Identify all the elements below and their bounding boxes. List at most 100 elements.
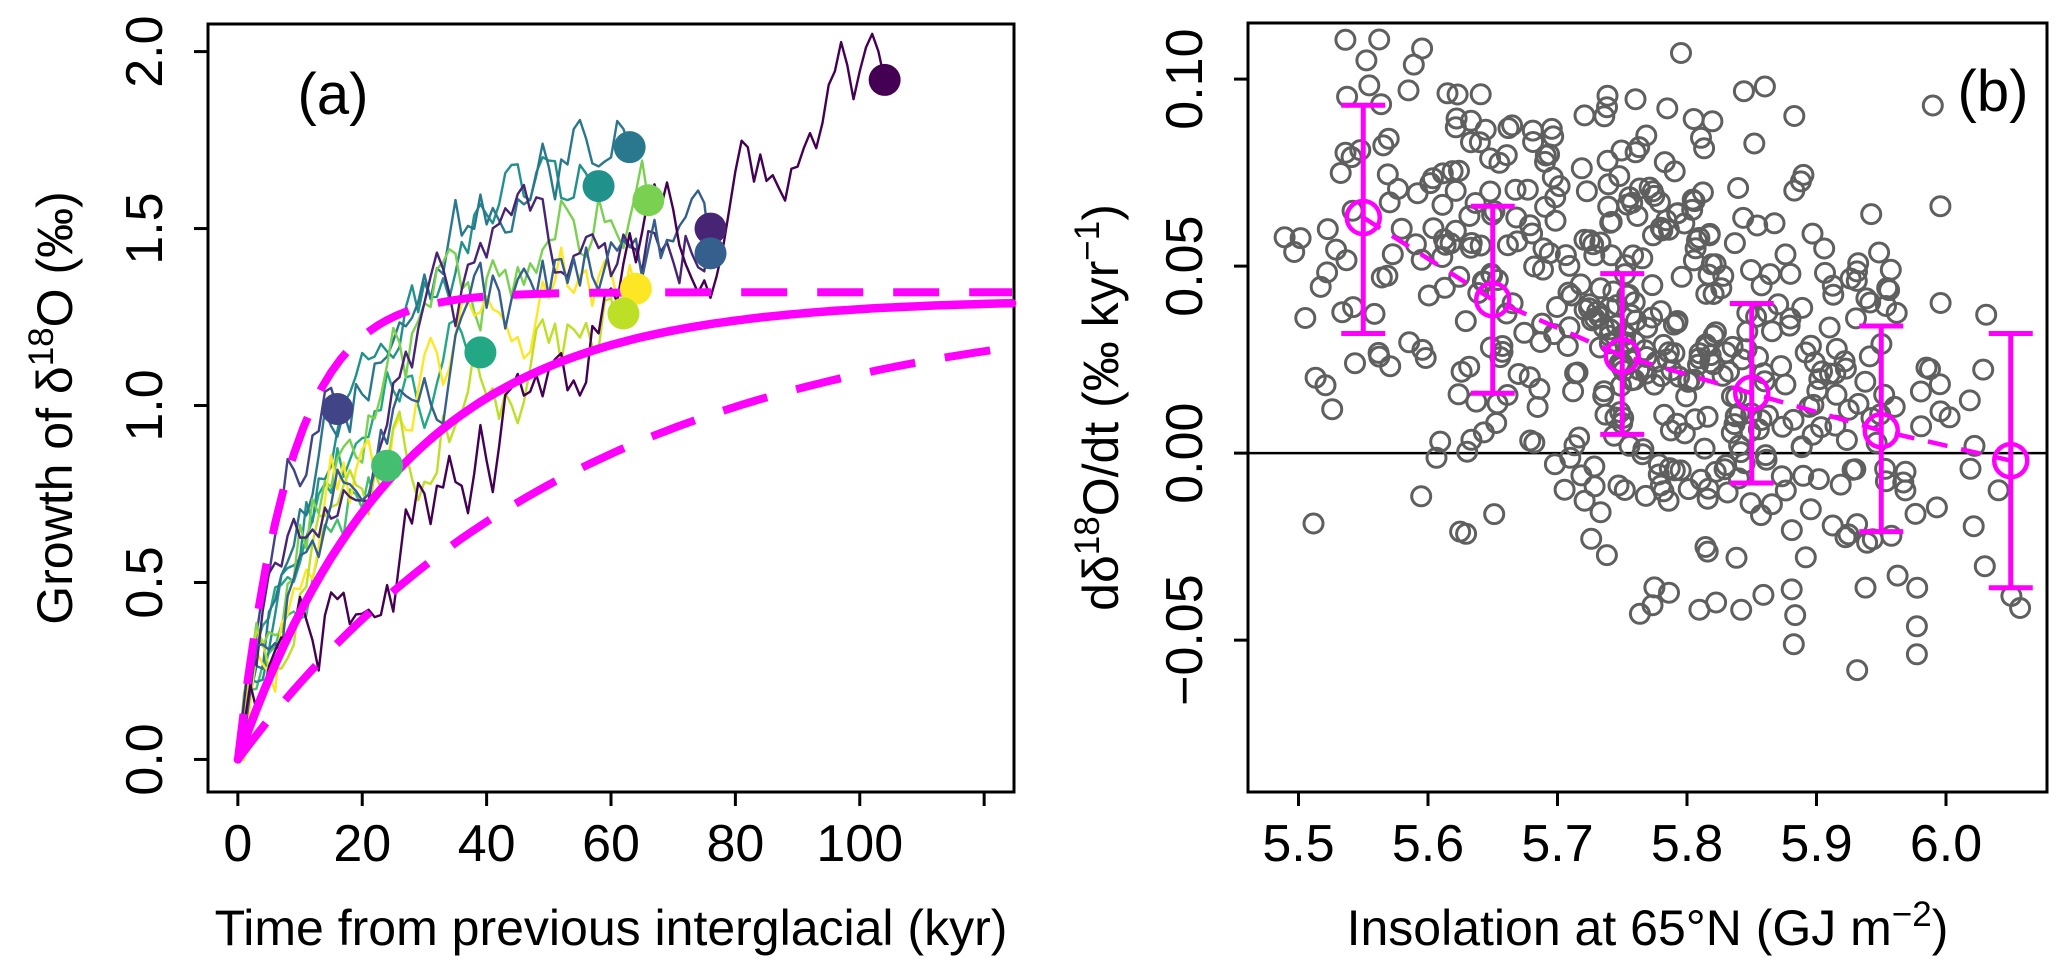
scatter-point [1289, 227, 1312, 250]
scatter-point [1469, 234, 1492, 257]
scatter-point [1682, 249, 1705, 272]
scatter-point [1813, 237, 1836, 260]
x-tick-label: 0 [223, 815, 252, 873]
scatter-point [1854, 370, 1877, 393]
scatter-point [1613, 479, 1636, 501]
trajectory-endpoint-dot [321, 393, 354, 426]
scatter-point [1358, 74, 1381, 97]
scatter-point [1921, 94, 1944, 117]
scatter-point [1712, 264, 1735, 287]
bin-mean-marker [1474, 281, 1512, 319]
scatter-point [1743, 132, 1766, 155]
scatter-point [1905, 643, 1928, 666]
bin-mean-marker [1344, 198, 1383, 237]
scatter-point [1919, 358, 1941, 381]
scatter-point [1506, 230, 1529, 253]
scatter-point [1894, 479, 1917, 502]
scatter-point [1779, 262, 1802, 285]
scatter-point [1878, 279, 1901, 302]
scatter-point [1739, 492, 1762, 515]
scatter-point [1570, 157, 1593, 180]
scatter-point [1711, 364, 1734, 387]
scatter-point [1441, 160, 1464, 183]
scatter-point [1774, 479, 1797, 502]
scatter-point [1774, 243, 1797, 266]
scatter-point [1876, 277, 1899, 299]
scatter-point [1656, 97, 1679, 120]
scatter-point [1554, 244, 1577, 267]
scatter-point [1479, 180, 1502, 203]
scatter-point [1783, 179, 1806, 202]
scatter-point [1444, 179, 1467, 202]
y-tick-label: 2.0 [116, 15, 174, 87]
scatter-point [1570, 464, 1593, 487]
scatter-point [1799, 334, 1822, 357]
scatter-point [1468, 131, 1491, 154]
scatter-point [1610, 139, 1633, 162]
scatter-point [1444, 219, 1467, 242]
lower-envelope-curve [234, 343, 1013, 762]
scatter-point [1845, 307, 1867, 330]
scatter-point [1874, 470, 1897, 493]
scatter-point [1592, 384, 1615, 407]
scatter-point [1701, 110, 1724, 133]
scatter-point [1975, 303, 1998, 326]
scatter-point [1522, 131, 1545, 153]
scatter-point [1458, 205, 1481, 227]
scatter-point [1635, 124, 1658, 147]
x-tick-label: 100 [816, 815, 903, 873]
scatter-point [1421, 167, 1444, 190]
scatter-point [1474, 118, 1497, 141]
scatter-point [1513, 321, 1536, 344]
scatter-point [1446, 83, 1469, 106]
scatter-point [1569, 273, 1592, 296]
scatter-point [1660, 359, 1683, 382]
scatter-point [1355, 49, 1378, 72]
scatter-point [1696, 487, 1719, 510]
y-tick-label: 0.5 [116, 546, 174, 618]
scatter-point [1573, 489, 1596, 512]
trajectory-endpoint-dot [632, 184, 665, 217]
scatter-point [1753, 75, 1776, 98]
scatter-point [1540, 117, 1563, 140]
scatter-point [1434, 233, 1457, 256]
scatter-point [1972, 358, 1995, 381]
scatter-point [1589, 501, 1612, 524]
scatter-point [1433, 276, 1456, 299]
scatter-point [1580, 527, 1603, 550]
scatter-point [1730, 598, 1753, 621]
scatter-point [1732, 206, 1755, 229]
scatter-point [1681, 198, 1704, 221]
scatter-point [1684, 237, 1707, 260]
scatter-point [1841, 458, 1864, 481]
scatter-point [1885, 301, 1908, 324]
trajectory-endpoint-dot [619, 272, 652, 305]
scatter-point [1638, 176, 1661, 199]
scatter-point [1747, 345, 1769, 368]
scatter-point [1735, 338, 1758, 361]
scatter-point [1532, 237, 1555, 260]
scatter-point [1693, 437, 1716, 460]
scatter-point [1666, 202, 1689, 225]
scatter-point [1846, 659, 1869, 682]
scatter-point [1855, 287, 1878, 310]
scatter-point [1649, 300, 1672, 323]
scatter-point [1325, 238, 1348, 261]
scatter-point [1688, 598, 1711, 621]
scatter-point [1834, 526, 1857, 549]
scatter-point [1411, 37, 1434, 60]
scatter-point [1801, 423, 1824, 446]
scatter-point [1273, 226, 1296, 249]
scatter-point [1488, 151, 1511, 174]
scatter-point [1321, 398, 1344, 421]
trajectory-endpoint-dot [613, 131, 646, 164]
scatter-point [1904, 502, 1927, 525]
scatter-point [1596, 84, 1619, 107]
scatter-point [1724, 405, 1747, 428]
scatter-point [1483, 503, 1506, 526]
scatter-point [1445, 107, 1468, 130]
scatter-point [1431, 193, 1454, 216]
scatter-point [1666, 310, 1689, 332]
scatter-point [1486, 269, 1509, 291]
